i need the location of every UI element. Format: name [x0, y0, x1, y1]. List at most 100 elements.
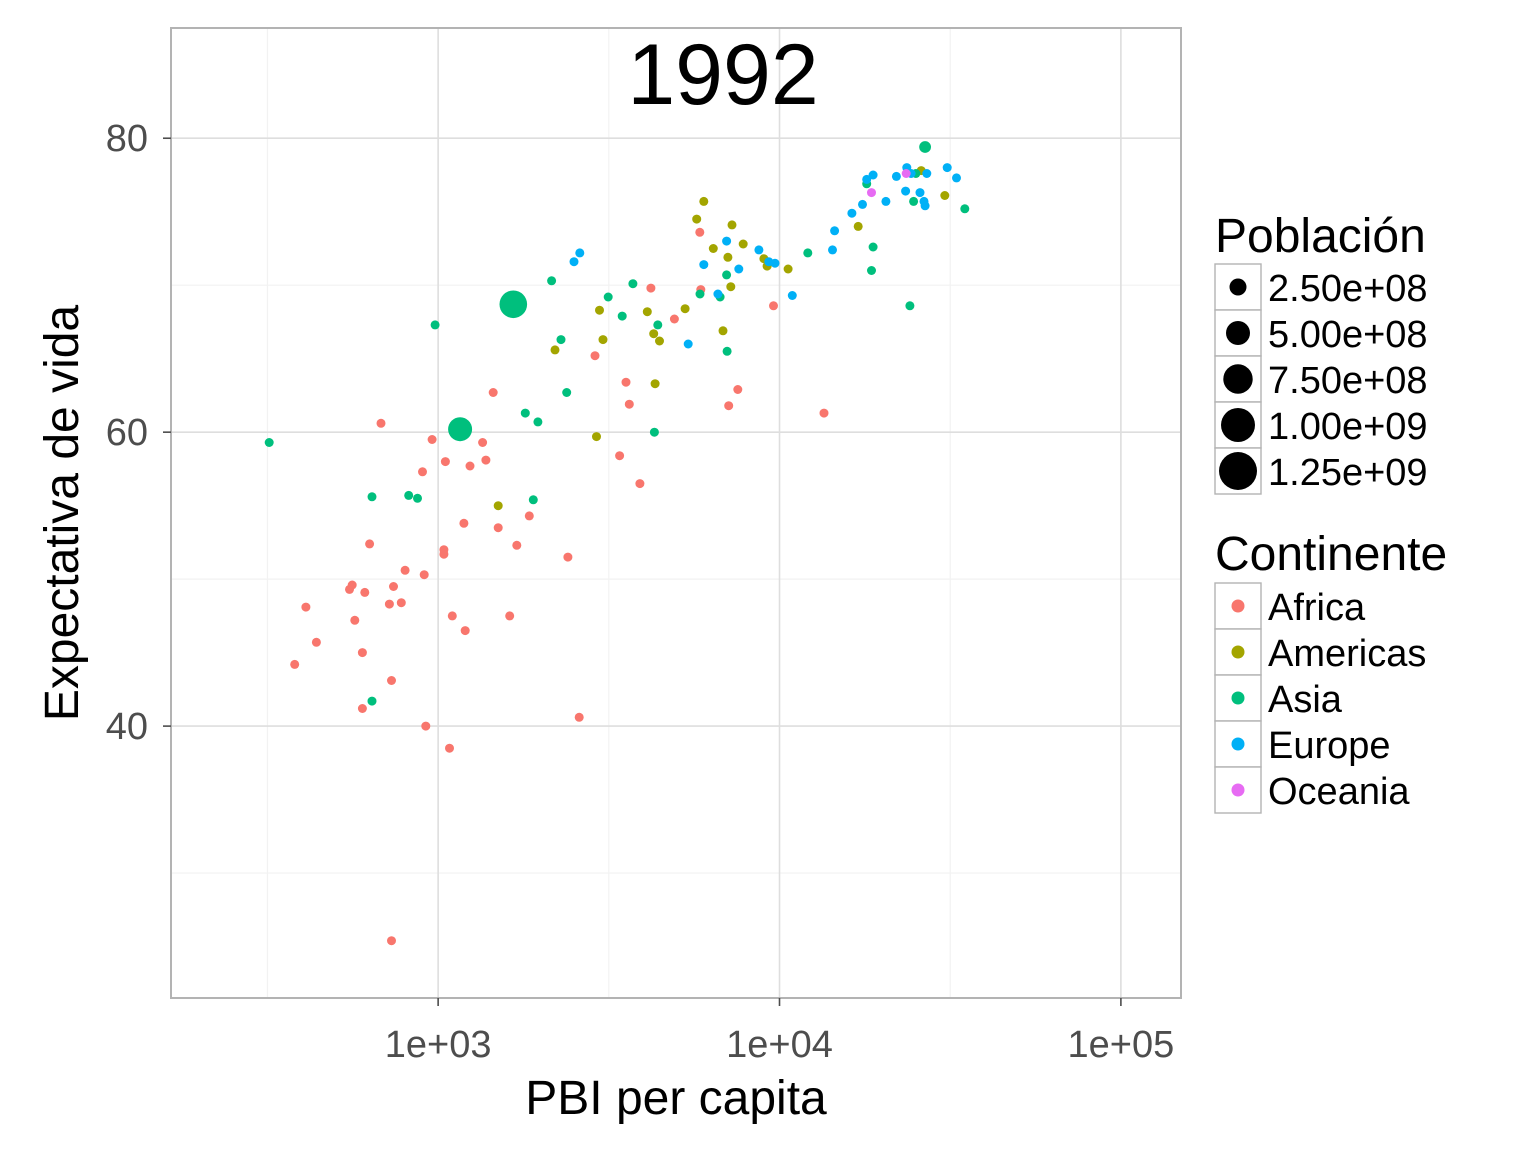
- point-americas: [655, 336, 664, 346]
- point-europe: [922, 169, 932, 178]
- point-africa: [505, 611, 515, 621]
- point-europe: [713, 289, 723, 299]
- point-americas: [680, 304, 690, 314]
- point-africa: [384, 599, 394, 609]
- y-axis-title: Expectativa de vida: [36, 305, 89, 722]
- point-americas: [718, 326, 728, 336]
- data-points: [264, 141, 970, 946]
- point-africa: [360, 587, 370, 597]
- point-africa: [646, 283, 656, 293]
- size-legend-dot: [1229, 278, 1247, 296]
- point-americas: [723, 252, 733, 262]
- point-europe: [699, 260, 709, 270]
- x-axis-ticks: 1e+03 1e+04 1e+05: [385, 998, 1174, 1066]
- point-europe: [830, 226, 840, 236]
- color-legend-dot-europe: [1231, 737, 1245, 751]
- point-europe: [881, 196, 891, 206]
- point-africa: [421, 721, 431, 731]
- point-asia: [603, 292, 613, 302]
- point-africa: [512, 540, 522, 550]
- point-europe: [734, 264, 744, 274]
- color-legend-label: Asia: [1268, 679, 1343, 721]
- point-europe: [942, 163, 952, 173]
- point-asia: [520, 408, 530, 418]
- size-legend-label: 7.50e+08: [1268, 360, 1428, 402]
- color-legend-dot-asia: [1231, 691, 1245, 705]
- point-africa: [439, 545, 449, 555]
- point-africa: [769, 301, 778, 311]
- size-legend-label: 5.00e+08: [1268, 314, 1428, 356]
- chart-title: 1992: [627, 27, 818, 123]
- size-legend: Población 2.50e+085.00e+087.50e+081.00e+…: [1214, 210, 1428, 495]
- point-asia: [653, 320, 663, 330]
- point-africa: [350, 615, 360, 625]
- point-americas: [598, 335, 608, 345]
- point-africa: [311, 637, 321, 647]
- point-americas: [692, 214, 702, 224]
- point-asia: [562, 388, 572, 397]
- point-africa: [301, 602, 311, 612]
- size-legend-label: 1.00e+09: [1268, 406, 1428, 448]
- size-legend-title: Población: [1215, 210, 1426, 263]
- point-asia: [264, 438, 274, 447]
- point-africa: [427, 435, 437, 444]
- point-americas: [493, 501, 503, 511]
- y-tick-label: 80: [106, 118, 148, 160]
- point-asia: [533, 417, 543, 427]
- point-europe: [828, 245, 837, 255]
- plot-panel: [171, 28, 1181, 998]
- point-europe: [868, 170, 878, 180]
- color-legend-title: Continente: [1215, 528, 1447, 581]
- plot-border: [170, 27, 1182, 999]
- x-tick-label: 1e+05: [1068, 1024, 1175, 1066]
- color-legend-label: Africa: [1268, 587, 1366, 629]
- color-legend-dot-africa: [1231, 599, 1245, 613]
- point-africa: [447, 611, 457, 621]
- point-europe: [575, 248, 585, 258]
- point-asia: [448, 417, 473, 442]
- point-asia: [803, 248, 813, 258]
- point-africa: [635, 479, 645, 489]
- color-legend-dot-oceania: [1231, 783, 1245, 797]
- color-legend-label: Americas: [1268, 633, 1426, 675]
- point-americas: [940, 191, 950, 200]
- point-africa: [389, 582, 398, 591]
- point-americas: [853, 221, 863, 231]
- minor-gridlines: [171, 28, 1181, 998]
- point-americas: [727, 220, 737, 230]
- point-europe: [787, 291, 797, 300]
- color-legend-label: Oceania: [1268, 771, 1410, 813]
- point-americas: [699, 196, 709, 206]
- point-africa: [396, 598, 406, 608]
- point-asia: [617, 311, 627, 321]
- size-legend-dot: [1223, 364, 1253, 394]
- size-legend-label: 2.50e+08: [1268, 268, 1428, 310]
- point-africa: [819, 408, 829, 418]
- point-asia: [909, 196, 919, 206]
- point-africa: [460, 626, 470, 636]
- point-europe: [847, 208, 857, 218]
- point-africa: [695, 227, 705, 237]
- point-africa: [493, 523, 503, 533]
- point-asia: [404, 490, 414, 500]
- point-africa: [624, 399, 634, 409]
- point-asia: [528, 495, 538, 505]
- point-africa: [400, 565, 410, 575]
- point-asia: [649, 427, 659, 437]
- point-asia: [919, 141, 931, 153]
- point-africa: [387, 676, 396, 685]
- point-europe: [862, 174, 872, 184]
- point-americas: [726, 282, 736, 292]
- point-asia: [722, 270, 732, 280]
- point-americas: [738, 239, 748, 249]
- point-asia: [547, 276, 557, 286]
- point-africa: [615, 451, 625, 461]
- point-europe: [858, 199, 867, 209]
- point-africa: [445, 743, 454, 753]
- color-legend: Continente AfricaAmericasAsiaEuropeOcean…: [1214, 528, 1447, 814]
- point-asia: [556, 335, 566, 345]
- point-asia: [867, 266, 876, 275]
- point-africa: [488, 388, 498, 397]
- color-legend-label: Europe: [1268, 725, 1391, 767]
